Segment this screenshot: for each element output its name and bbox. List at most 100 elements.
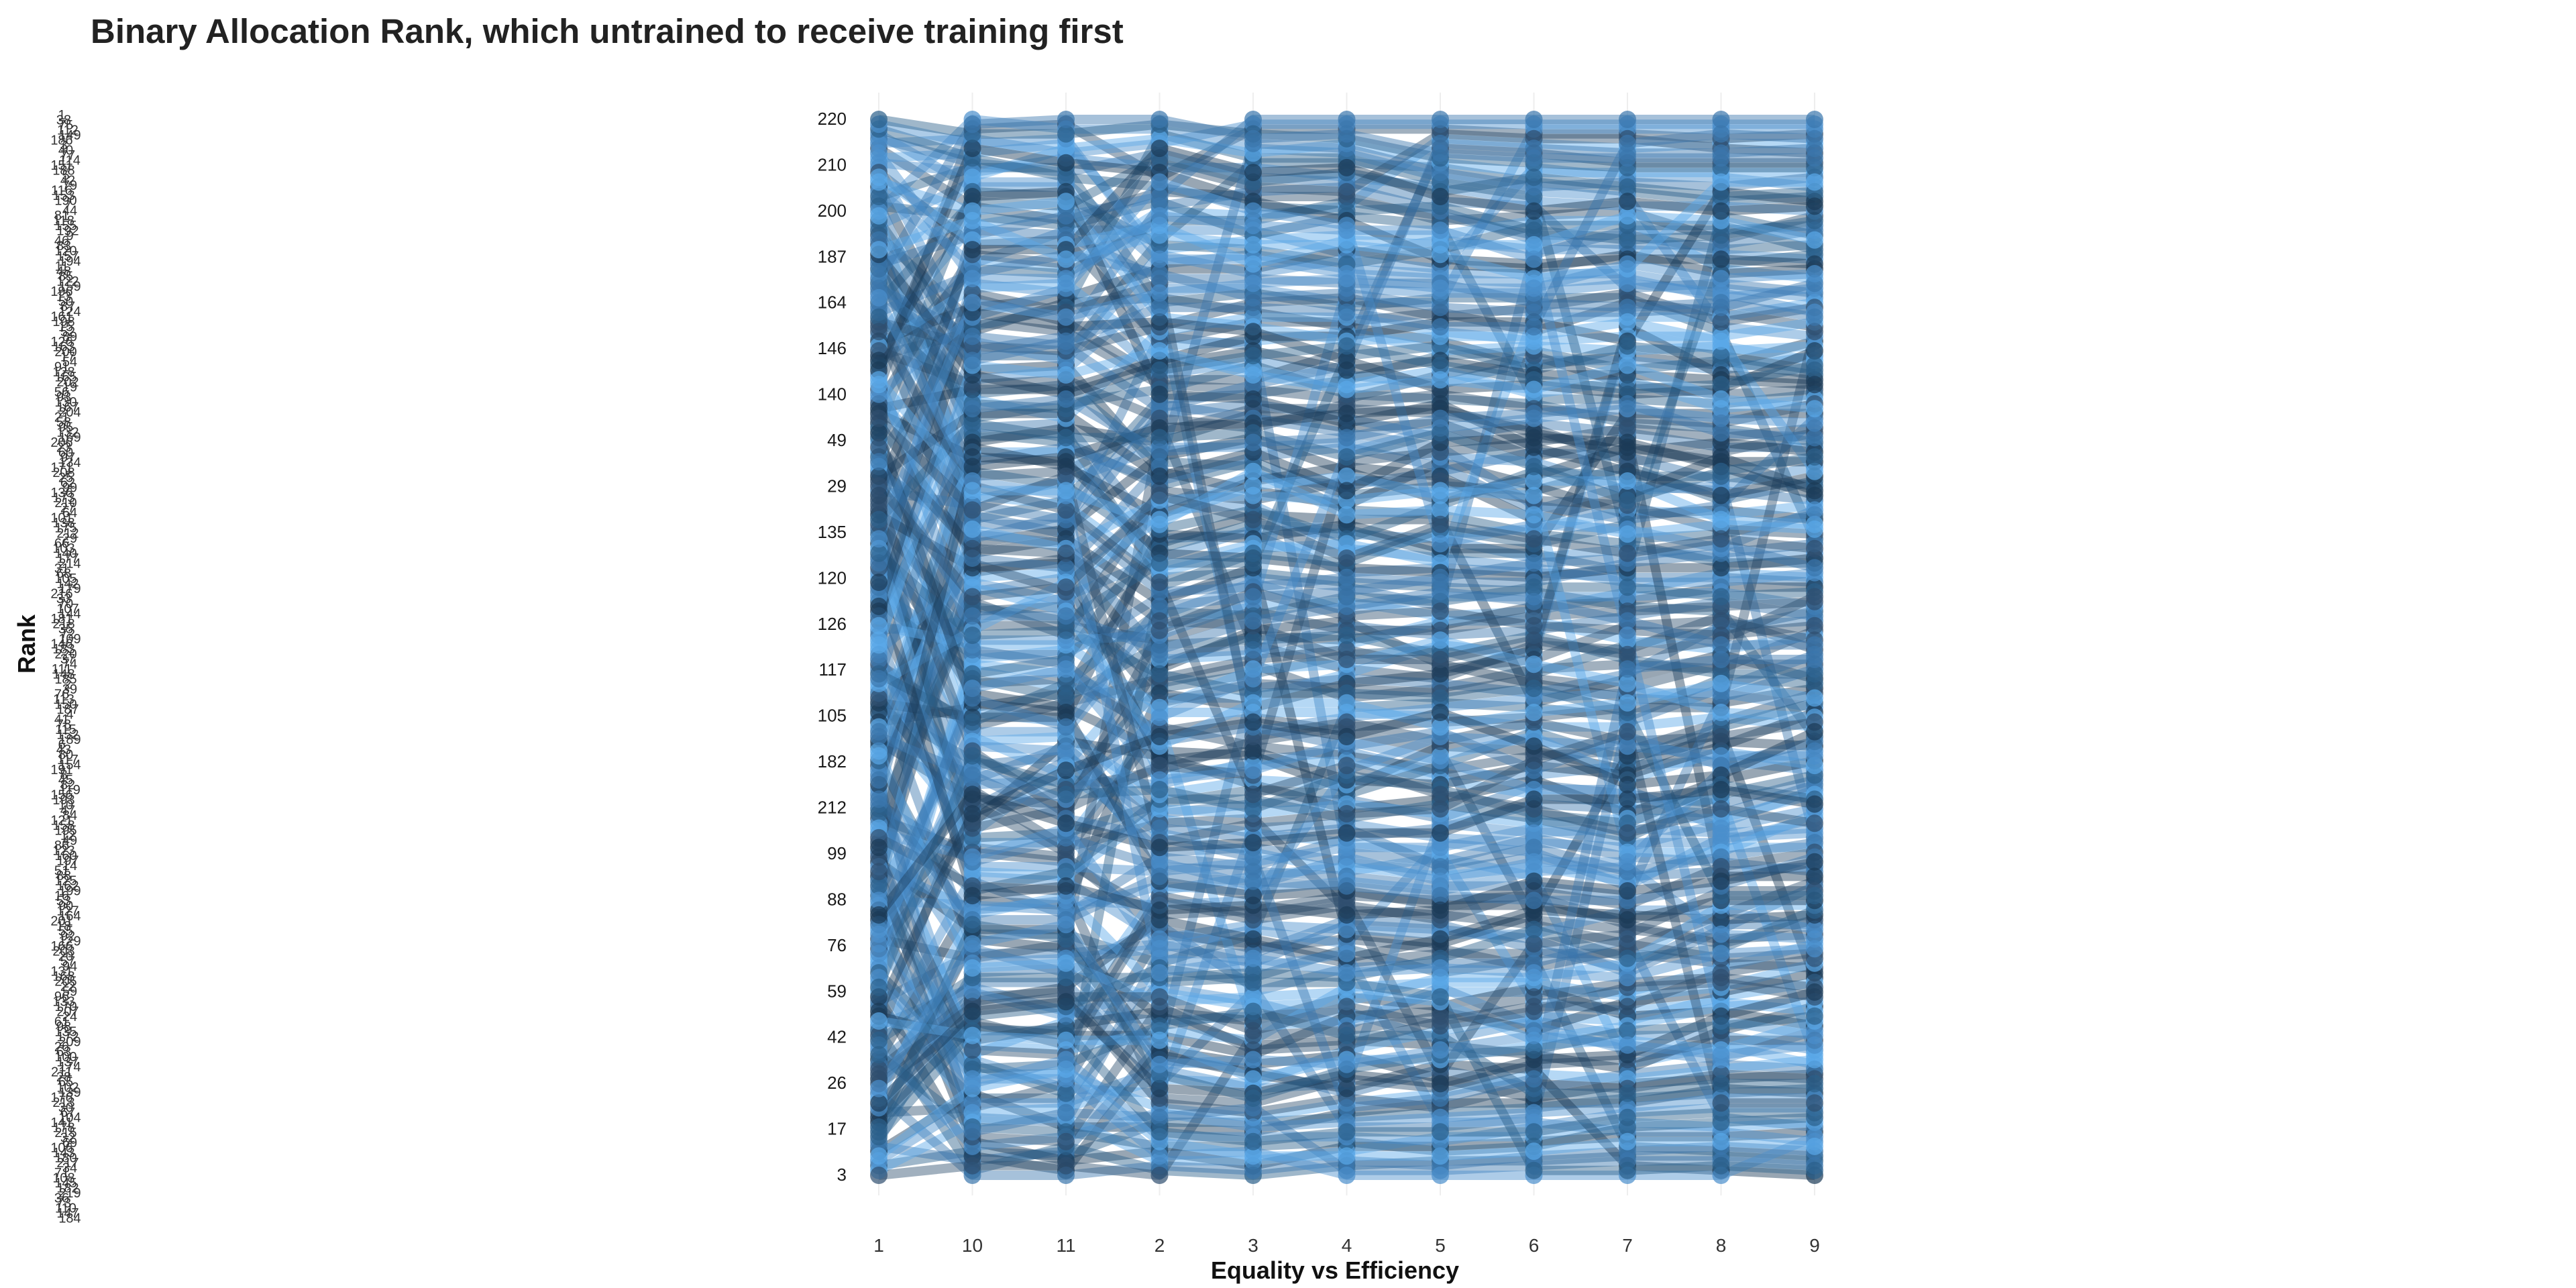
left-tick-53: 165 [54, 370, 76, 385]
point-201-9 [1806, 651, 1823, 668]
point-110-11 [1057, 168, 1075, 186]
point-203-1 [870, 636, 888, 654]
point-128-3 [1244, 631, 1262, 649]
point-181-5 [1432, 188, 1449, 205]
point-163-9 [1806, 376, 1823, 394]
point-178-8 [1712, 819, 1730, 837]
point-181-3 [1244, 164, 1262, 182]
point-188-9 [1806, 356, 1823, 374]
left-tick-106: 146 [50, 637, 72, 652]
point-154-1 [870, 892, 888, 910]
point-207-8 [1712, 636, 1730, 654]
point-179-11 [1057, 954, 1075, 972]
point-192-1 [870, 438, 888, 456]
left-tick-184: 172 [56, 1030, 78, 1044]
left-tick-7: 3 [60, 138, 67, 153]
left-tick-107: 183 [52, 642, 74, 657]
left-tick-27: 83 [56, 239, 71, 254]
left-tick-49: 17 [60, 350, 75, 364]
y-axis-title: Rank [13, 614, 40, 674]
point-174-10 [963, 1157, 981, 1175]
point-213-7 [1619, 134, 1636, 152]
point-192-2 [1150, 612, 1169, 630]
point-169-4 [1338, 482, 1356, 500]
point-205-2 [1150, 728, 1169, 745]
point-200-6 [1525, 458, 1543, 476]
left-tick-191: 211 [51, 1065, 72, 1080]
point-188-8 [1712, 376, 1730, 394]
left-tick-195: 139 [58, 1085, 80, 1100]
point-189-2 [1150, 597, 1169, 615]
point-177-6 [1525, 149, 1543, 167]
left-tick-125: 189 [58, 733, 80, 747]
left-tick-207: 143 [52, 1146, 74, 1161]
point-203-4 [1338, 380, 1356, 398]
left-tick-144: 12 [60, 828, 75, 843]
left-tick-126: 6 [58, 738, 65, 753]
left-tick-171: 131 [50, 965, 72, 979]
point-202-9 [1806, 265, 1823, 282]
left-tick-178: 170 [54, 1000, 76, 1014]
point-201-8 [1712, 651, 1730, 668]
point-185-9 [1806, 1137, 1823, 1155]
left-tick-88: 140 [54, 546, 76, 561]
point-214-3 [1244, 949, 1262, 967]
rank-label-105: 105 [818, 706, 847, 726]
point-213-5 [1432, 318, 1449, 336]
point-173-1 [870, 168, 888, 186]
left-tick-65: 169 [58, 431, 80, 445]
point-115-3 [1244, 930, 1262, 948]
left-tick-162: 18 [56, 919, 71, 934]
point-187-1 [870, 597, 888, 615]
point-188-3 [1244, 347, 1262, 365]
point-160-6 [1525, 853, 1543, 871]
left-tick-135: 119 [59, 783, 80, 798]
rank-label-120: 120 [818, 568, 847, 588]
point-203-7 [1619, 356, 1636, 374]
point-49-5 [1432, 665, 1449, 683]
point-207-9 [1806, 636, 1823, 654]
point-199-10 [963, 887, 981, 905]
left-tick-66: 206 [50, 435, 72, 450]
point-145-8 [1712, 250, 1730, 268]
point-208-2 [1150, 207, 1169, 225]
point-110-9 [1806, 211, 1823, 229]
point-196-1 [870, 925, 888, 943]
point-176-6 [1525, 680, 1543, 698]
point-210-2 [1150, 574, 1169, 591]
x-tick-4: 4 [1342, 1235, 1352, 1256]
point-185-5 [1432, 1147, 1449, 1165]
point-194-4 [1338, 1123, 1356, 1141]
point-189-10 [963, 689, 981, 707]
point-199-2 [1150, 901, 1169, 919]
left-tick-93: 105 [54, 572, 76, 586]
point-161-6 [1525, 472, 1543, 490]
point-219-6 [1525, 405, 1543, 423]
point-215-5 [1432, 501, 1449, 519]
point-129-11 [1057, 559, 1075, 577]
point-210-9 [1806, 814, 1823, 833]
rank-label-59: 59 [827, 981, 847, 1001]
left-tick-76: 136 [50, 486, 72, 500]
point-181-7 [1619, 193, 1636, 211]
point-177-1 [870, 270, 888, 288]
point-148-5 [1432, 1108, 1449, 1126]
point-185-6 [1525, 1142, 1543, 1161]
left-tick-92: 68 [56, 566, 71, 581]
point-157-8 [1712, 486, 1730, 504]
left-tick-104: 72 [60, 627, 75, 641]
left-tick-3: 75 [58, 118, 73, 133]
point-188-2 [1150, 361, 1169, 379]
left-tick-89: 177 [56, 551, 78, 566]
point-201-4 [1338, 1099, 1356, 1117]
point-164-11 [1057, 674, 1075, 692]
point-169-2 [1150, 467, 1169, 485]
point-166-11 [1057, 892, 1075, 910]
left-tick-127: 43 [56, 743, 71, 757]
point-140-11 [1057, 1084, 1075, 1102]
point-202-10 [963, 294, 981, 312]
left-tick-217: 73 [56, 1196, 71, 1211]
left-tick-82: 138 [52, 516, 74, 531]
point-186-9 [1806, 616, 1823, 635]
point-168-10 [963, 1041, 981, 1059]
